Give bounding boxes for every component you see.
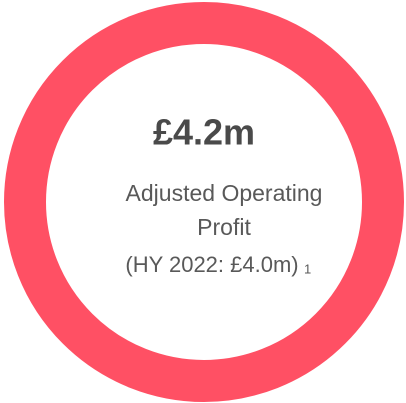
ring: [4, 2, 404, 402]
kpi-label: Adjusted Operating: [126, 180, 323, 206]
footnote-marker: 1: [304, 261, 311, 276]
kpi-value: £4.2m: [153, 112, 255, 153]
kpi-label: Profit: [197, 214, 251, 240]
kpi-comparison: (HY 2022: £4.0m): [125, 252, 298, 277]
